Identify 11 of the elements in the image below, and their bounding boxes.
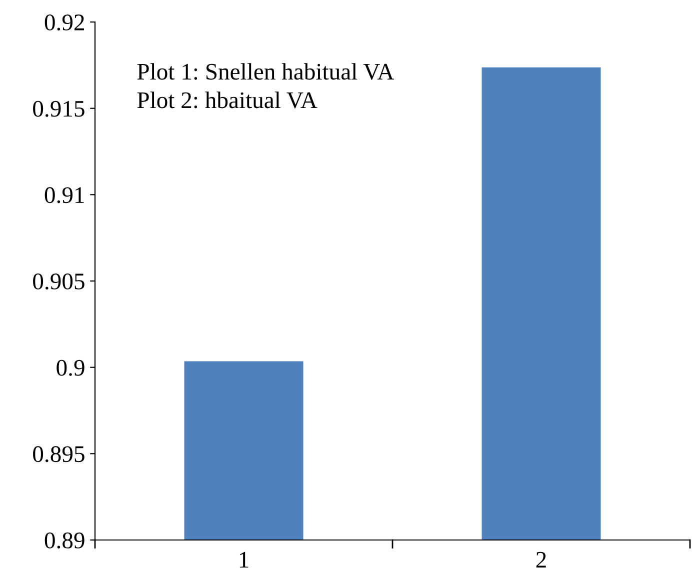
x-tick-label: 2 bbox=[536, 552, 546, 568]
y-tick-label: 0.89 bbox=[44, 532, 84, 549]
x-tick-label: 1 bbox=[240, 552, 248, 568]
y-tick-label: 0.9 bbox=[56, 360, 84, 376]
y-tick-label: 0.895 bbox=[33, 446, 84, 462]
annotation: Plot 2: hbaitual VA bbox=[137, 92, 318, 108]
y-tick-label: 0.905 bbox=[33, 273, 84, 290]
y-tick-label: 0.91 bbox=[44, 187, 84, 204]
y-tick-label: 0.92 bbox=[44, 14, 84, 31]
annotation: Plot 1: Snellen habitual VA bbox=[137, 63, 394, 80]
y-tick-label: 0.915 bbox=[33, 100, 84, 117]
